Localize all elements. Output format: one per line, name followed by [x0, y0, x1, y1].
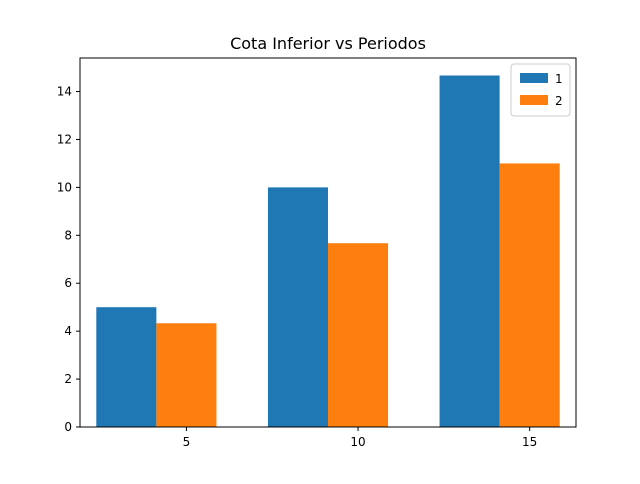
y-tick-label: 10: [57, 180, 72, 194]
y-tick-label: 0: [64, 420, 72, 434]
chart-title: Cota Inferior vs Periodos: [230, 34, 426, 53]
y-tick-label: 12: [57, 132, 72, 146]
legend-label-1: 1: [555, 72, 563, 86]
x-axis: 5 10 15: [183, 427, 537, 449]
y-tick-label: 8: [64, 228, 72, 242]
bar-series-2-15: [499, 163, 560, 427]
y-tick-label: 2: [64, 372, 72, 386]
x-tick-label: 5: [183, 435, 191, 449]
y-tick-label: 6: [64, 276, 72, 290]
bar-series-2-10: [328, 243, 389, 427]
y-axis: 0 2 4 6 8 10 12 14: [57, 85, 80, 434]
bar-series-1-15: [439, 75, 500, 427]
x-tick-label: 10: [350, 435, 365, 449]
bars-group: [96, 75, 560, 427]
plot-frame: [79, 57, 577, 428]
legend-label-2: 2: [555, 94, 563, 108]
y-tick-label: 4: [64, 324, 72, 338]
x-tick-label: 15: [522, 435, 537, 449]
legend: 12: [510, 63, 571, 117]
y-tick-label: 14: [57, 85, 72, 99]
legend-swatch-2: [520, 95, 548, 105]
bar-series-2-5: [156, 323, 217, 427]
bar-series-1-5: [96, 307, 157, 427]
legend-swatch-1: [520, 73, 548, 83]
bar-series-1-10: [267, 187, 328, 427]
